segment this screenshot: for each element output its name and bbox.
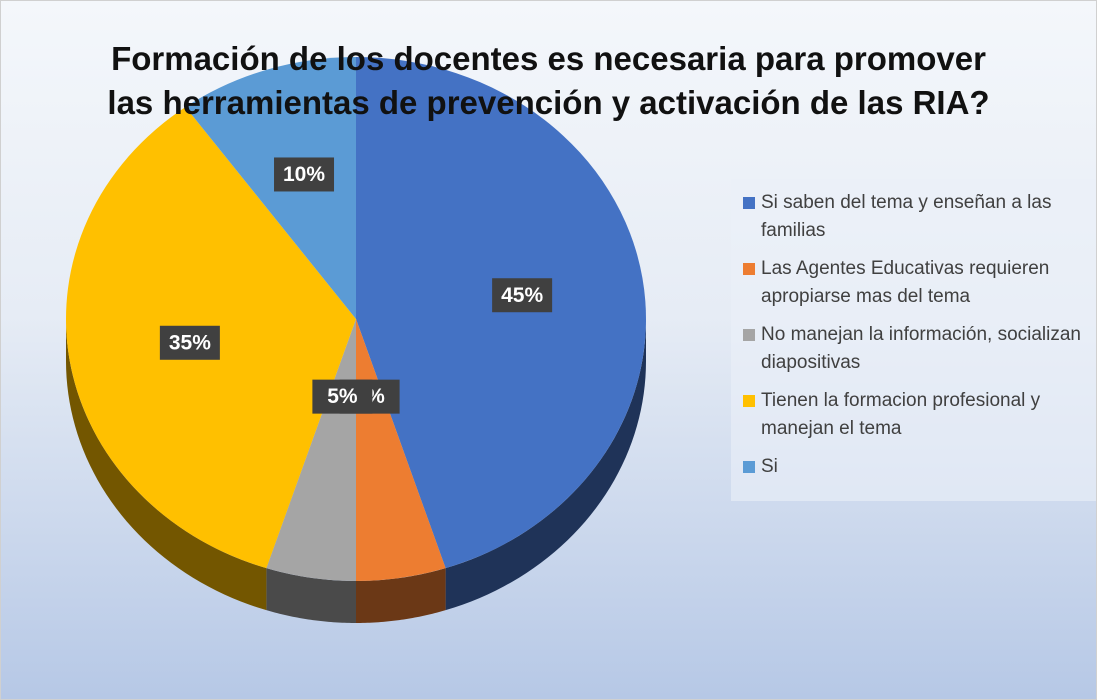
slice — [185, 57, 356, 319]
label-text: 10% — [283, 163, 325, 186]
legend-swatch — [743, 197, 755, 209]
label-text: 5% — [327, 385, 358, 408]
legend-swatch — [743, 461, 755, 473]
legend-text: No manejan la información, socializan di… — [761, 324, 1081, 373]
chart-title: Formación de los docentes es necesaria p… — [1, 37, 1096, 125]
label-box — [492, 278, 553, 313]
legend-item: Tienen la formacion profesional y maneja… — [731, 387, 1086, 443]
label-text: 35% — [169, 331, 211, 354]
label-box — [159, 325, 220, 360]
data-label: 45% — [492, 278, 553, 313]
legend-text: Si — [761, 456, 778, 477]
legend-text: Si saben del tema y enseñan a las famili… — [761, 192, 1052, 241]
label-box — [274, 157, 335, 192]
slice — [356, 57, 646, 569]
title-line: Formación de los docentes es necesaria p… — [111, 40, 986, 77]
slice-side — [266, 568, 356, 623]
legend-item: No manejan la información, socializan di… — [731, 321, 1086, 377]
slice-side — [445, 319, 646, 611]
data-label: 10% — [274, 157, 335, 192]
legend-item: Las Agentes Educativas requieren apropia… — [731, 255, 1086, 311]
slice-side — [356, 568, 446, 623]
legend-text: Tienen la formacion profesional y maneja… — [761, 390, 1041, 439]
legend-item: Si — [731, 453, 1086, 481]
data-label: 5% — [312, 379, 373, 414]
label-box — [312, 379, 373, 414]
legend-swatch — [743, 263, 755, 275]
legend-swatch — [743, 395, 755, 407]
label-text: 45% — [501, 284, 543, 307]
data-label: 35% — [159, 325, 220, 360]
title-line: las herramientas de prevención y activac… — [107, 84, 990, 121]
slice-side — [66, 319, 267, 611]
legend: Si saben del tema y enseñan a las famili… — [731, 179, 1096, 501]
legend-item: Si saben del tema y enseñan a las famili… — [731, 189, 1086, 245]
legend-swatch — [743, 329, 755, 341]
legend-text: Las Agentes Educativas requieren apropia… — [761, 258, 1050, 307]
